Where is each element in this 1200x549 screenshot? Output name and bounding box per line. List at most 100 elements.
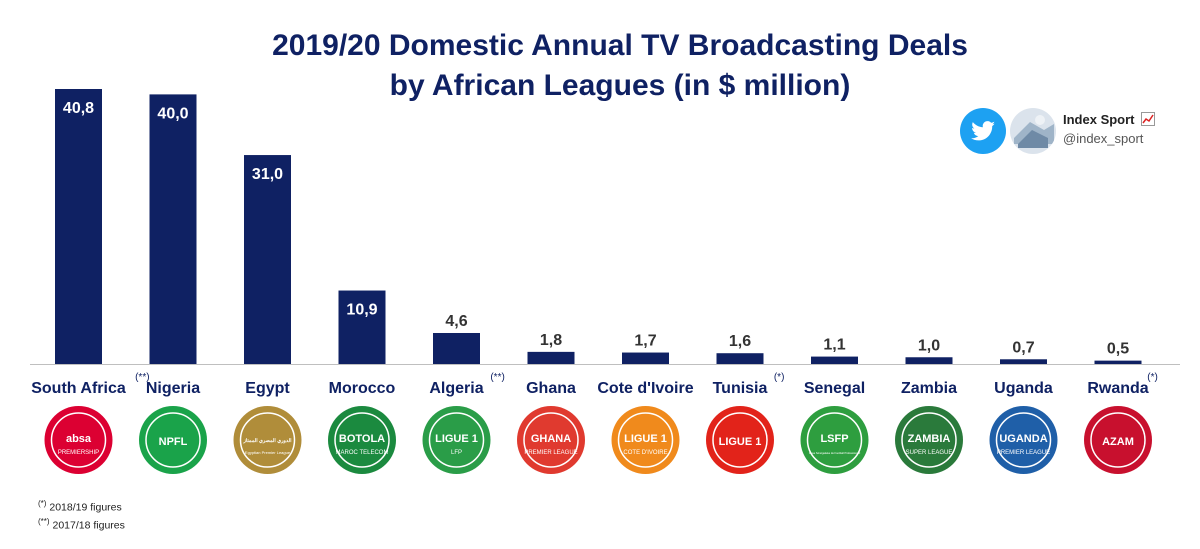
league-logo-0: absa PREMIERSHIP (44, 406, 113, 474)
value-label-7: 1,6 (729, 333, 751, 350)
league-logo-8: LSFP Ligue Sénégalaise de Football Profes… (800, 406, 869, 474)
value-label-10: 0,7 (1012, 339, 1034, 356)
league-logo-ring-0 (50, 412, 107, 468)
category-label-10: Uganda (994, 380, 1053, 397)
league-logo-text-7: LIGUE 1 (719, 436, 762, 448)
brand-name: Index Sport (1063, 112, 1156, 127)
footnote-1-text: 2018/19 figures (49, 501, 122, 514)
category-label-8: Senegal (804, 380, 865, 397)
bar-3 (338, 290, 386, 364)
league-logo-9: ZAMBIA SUPER LEAGUE (895, 406, 963, 474)
league-logo-text-4: LIGUE 1 (435, 433, 478, 445)
category-label-1: Nigeria (146, 380, 200, 397)
category-label-5: Ghana (526, 380, 576, 397)
footnote-mark-7: (*) (774, 372, 785, 383)
league-logo-text-1: NPFL (159, 436, 188, 448)
league-logo-badge-7 (706, 406, 774, 474)
league-logo-badge-9 (895, 406, 963, 474)
category-label-3: Morocco (329, 380, 396, 397)
category-label-9: Zambia (901, 380, 957, 397)
chart-increasing-icon (1141, 112, 1156, 126)
category-label-11: Rwanda (1087, 380, 1148, 397)
league-logo-text-6: LIGUE 1 (624, 433, 667, 445)
league-logo-4: LIGUE 1 LFP (422, 406, 491, 474)
brand-handle[interactable]: @index_sport (1063, 131, 1144, 146)
league-logo-ring-2 (239, 412, 296, 468)
league-logo-11: AZAM (1084, 406, 1152, 474)
value-label-8: 1,1 (823, 337, 845, 354)
league-logo-7: LIGUE 1 (706, 406, 774, 474)
league-logo-ring-4 (428, 412, 485, 468)
league-logo-badge-3 (328, 406, 396, 474)
bar-1 (149, 94, 197, 365)
league-logo-text-8: LSFP (820, 433, 848, 445)
bar-11 (1094, 360, 1142, 364)
value-label-1: 40,0 (157, 105, 188, 122)
league-logo-badge-5 (517, 406, 585, 474)
league-logo-text-0: absa (66, 433, 92, 445)
league-logo-ring-11 (1090, 412, 1146, 468)
league-logo-subtext-8: Ligue Sénégalaise de Football Profession… (809, 451, 861, 455)
league-logo-subtext-5: PREMIER LEAGUE (524, 450, 577, 456)
footnote-1: (*) 2018/19 figures (38, 499, 122, 514)
value-label-2: 31,0 (252, 166, 283, 183)
category-label-4: Algeria (429, 380, 483, 397)
league-logo-text-11: AZAM (1102, 436, 1134, 448)
league-logo-text-10: UGANDA (999, 433, 1047, 445)
league-logo-subtext-10: PREMIER LEAGUE (997, 450, 1050, 456)
league-logo-3: BOTOLA MAROC TELECOM (328, 406, 396, 474)
league-logo-ring-3 (334, 412, 390, 468)
category-label-0: South Africa (31, 380, 126, 397)
value-label-0: 40,8 (63, 100, 94, 117)
value-label-5: 1,8 (540, 332, 562, 349)
value-label-11: 0,5 (1107, 341, 1129, 358)
footnote-mark-4: (**) (490, 372, 504, 383)
footnote-1-mark: (*) (38, 499, 47, 508)
league-logo-1: NPFL (139, 406, 207, 474)
footnote-2-mark: (**) (38, 517, 50, 526)
league-logo-6: LIGUE 1 COTE D'IVOIRE (611, 406, 680, 474)
bar-10 (1000, 359, 1047, 364)
league-logo-subtext-9: SUPER LEAGUE (906, 450, 953, 456)
league-logo-text-2: الدوري المصري الممتاز (242, 438, 292, 444)
value-label-6: 1,7 (634, 333, 656, 350)
footnote-2: (**) 2017/18 figures (38, 517, 125, 532)
league-logo-badge-10 (989, 406, 1058, 474)
value-label-4: 4,6 (445, 313, 467, 330)
league-logo-badge-0 (44, 406, 113, 474)
twitter-icon[interactable] (960, 108, 1006, 154)
league-logo-ring-6 (617, 412, 674, 468)
league-logo-ring-1 (145, 412, 201, 468)
league-logo-ring-7 (712, 412, 768, 468)
league-logo-badge-1 (139, 406, 207, 474)
league-logo-ring-5 (523, 412, 579, 468)
bar-7 (716, 353, 764, 364)
league-logo-10: UGANDA PREMIER LEAGUE (989, 406, 1058, 474)
category-label-6: Cote d'Ivoire (597, 380, 693, 397)
bar-2 (244, 155, 291, 364)
league-logo-ring-9 (901, 412, 957, 468)
league-logo-ring-8 (806, 412, 863, 468)
league-logo-text-5: GHANA (531, 433, 571, 445)
category-label-2: Egypt (245, 380, 290, 397)
profile-avatar[interactable] (1010, 108, 1056, 154)
chart-title-line1: 2019/20 Domestic Annual TV Broadcasting … (272, 29, 968, 62)
league-logo-text-3: BOTOLA (339, 433, 385, 445)
league-logo-text-9: ZAMBIA (908, 433, 951, 445)
league-logo-badge-2 (233, 406, 302, 474)
bar-8 (811, 356, 858, 364)
value-label-9: 1,0 (918, 337, 940, 354)
league-logo-2: الدوري المصري الممتاز Egyptian Premier Le… (233, 406, 302, 474)
footnote-mark-11: (*) (1147, 372, 1158, 383)
bar-0 (55, 89, 102, 364)
chart-title-line2: by African Leagues (in $ million) (389, 69, 851, 102)
chart-title: 2019/20 Domestic Annual TV Broadcasting … (0, 26, 1200, 106)
league-logo-subtext-2: Egyptian Premier League (245, 450, 291, 455)
league-logo-subtext-4: LFP (451, 450, 462, 456)
league-logo-subtext-3: MAROC TELECOM (336, 450, 389, 456)
league-logo-badge-11 (1084, 406, 1152, 474)
footnote-mark-0: (**) (135, 372, 149, 383)
bar-4 (433, 332, 480, 364)
league-logo-5: GHANA PREMIER LEAGUE (517, 406, 585, 474)
